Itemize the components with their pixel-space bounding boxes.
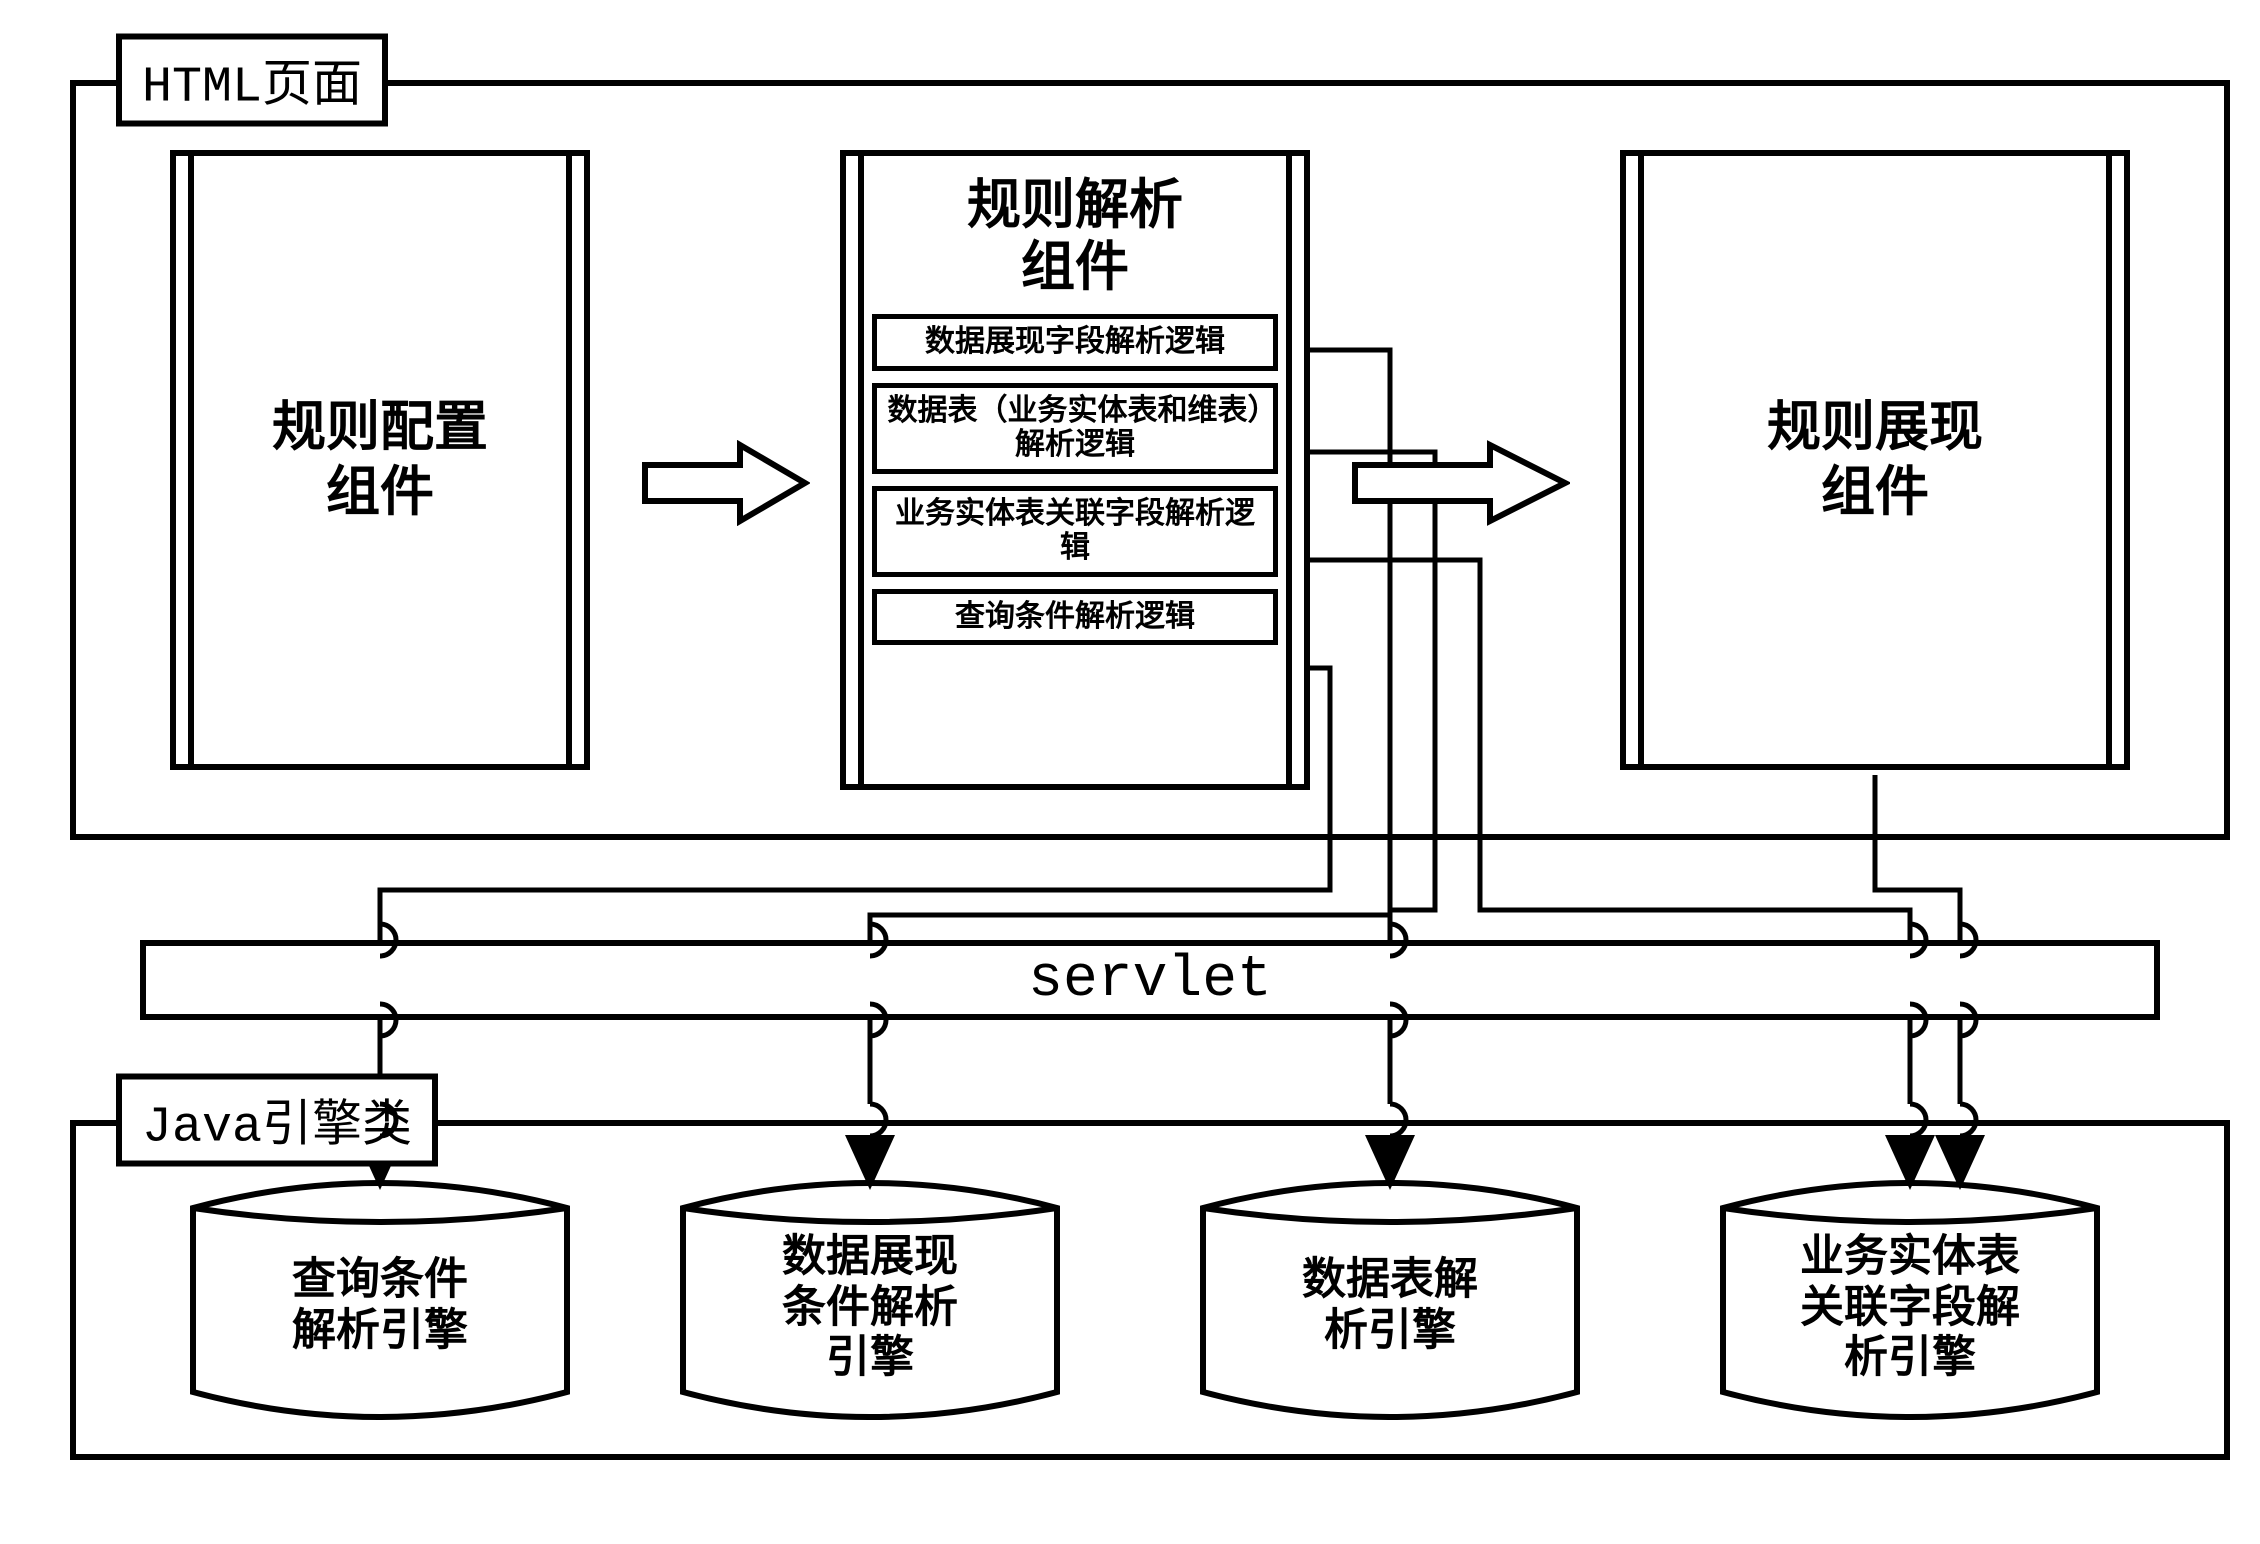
arrow-parse-to-present	[1350, 440, 1570, 526]
rule-parse-box: 规则解析 组件 数据展现字段解析逻辑 数据表（业务实体表和维表）解析逻辑 业务实…	[840, 150, 1310, 790]
servlet-bar: servlet	[140, 940, 2160, 1020]
parse-cell-1: 数据表（业务实体表和维表）解析逻辑	[872, 383, 1278, 474]
parse-cell-3: 查询条件解析逻辑	[872, 589, 1278, 646]
engine-cylinder-3: 业务实体表关联字段解析引擎	[1720, 1180, 2100, 1420]
arrow-config-to-parse	[640, 440, 810, 526]
engine-cylinder-0: 查询条件解析引擎	[190, 1180, 570, 1420]
rule-parse-title: 规则解析 组件	[939, 156, 1211, 308]
parse-cell-0: 数据展现字段解析逻辑	[872, 314, 1278, 371]
engine-cylinder-2: 数据表解析引擎	[1200, 1180, 1580, 1420]
rule-config-box: 规则配置 组件	[170, 150, 590, 770]
parse-cell-2: 业务实体表关联字段解析逻辑	[872, 486, 1278, 577]
rule-config-title: 规则配置 组件	[272, 395, 488, 525]
html-page-frame-label: HTML页面	[116, 34, 388, 127]
java-engine-frame-label: Java引擎类	[116, 1074, 438, 1167]
rule-present-title: 规则展现 组件	[1767, 395, 1983, 525]
rule-present-box: 规则展现 组件	[1620, 150, 2130, 770]
engine-cylinder-1: 数据展现条件解析引擎	[680, 1180, 1060, 1420]
diagram-canvas: HTML页面 规则配置 组件 规则解析 组件 数据展现字段解析逻辑 数据表（业务…	[20, 20, 2260, 1524]
